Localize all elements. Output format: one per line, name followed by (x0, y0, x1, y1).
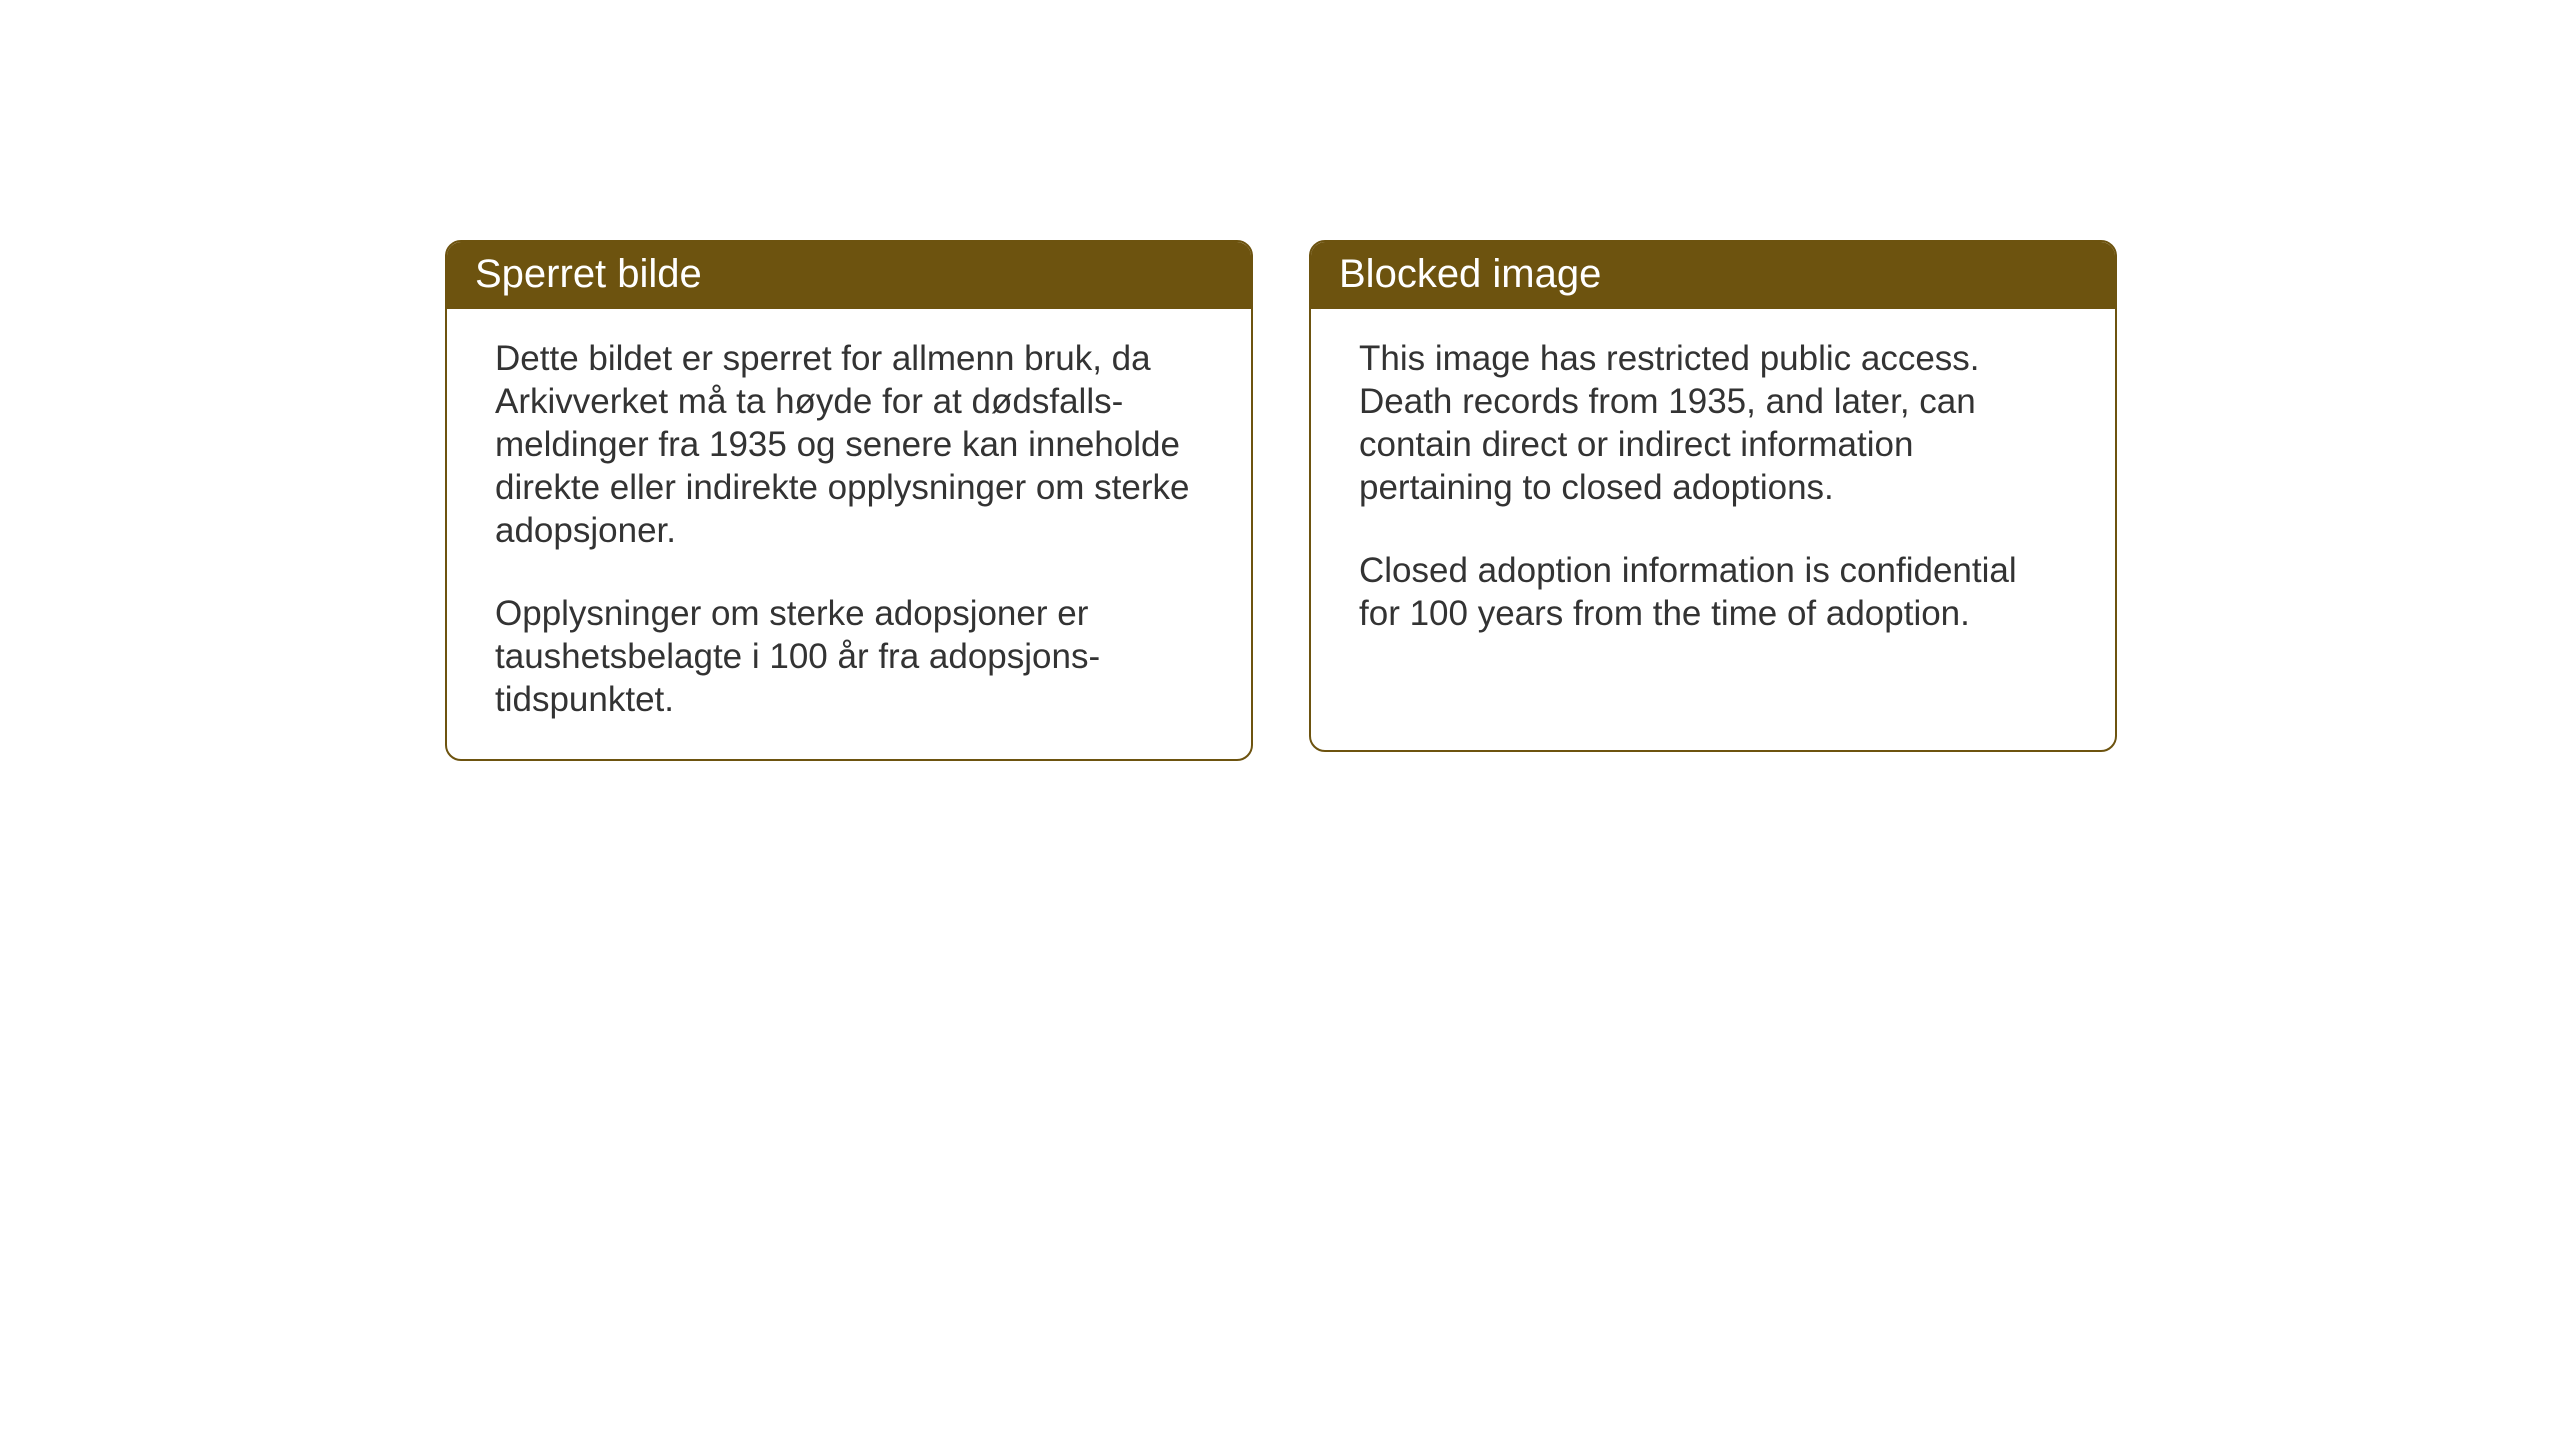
card-paragraph-2-english: Closed adoption information is confident… (1359, 549, 2067, 635)
card-paragraph-1-norwegian: Dette bildet er sperret for allmenn bruk… (495, 337, 1203, 552)
card-header-english: Blocked image (1311, 242, 2115, 309)
card-title-norwegian: Sperret bilde (475, 252, 702, 296)
notice-card-english: Blocked image This image has restricted … (1309, 240, 2117, 752)
notice-container: Sperret bilde Dette bildet er sperret fo… (445, 240, 2117, 761)
card-header-norwegian: Sperret bilde (447, 242, 1251, 309)
card-paragraph-1-english: This image has restricted public access.… (1359, 337, 2067, 509)
notice-card-norwegian: Sperret bilde Dette bildet er sperret fo… (445, 240, 1253, 761)
card-paragraph-2-norwegian: Opplysninger om sterke adopsjoner er tau… (495, 592, 1203, 721)
card-body-norwegian: Dette bildet er sperret for allmenn bruk… (447, 309, 1251, 759)
card-title-english: Blocked image (1339, 252, 1601, 296)
card-body-english: This image has restricted public access.… (1311, 309, 2115, 673)
